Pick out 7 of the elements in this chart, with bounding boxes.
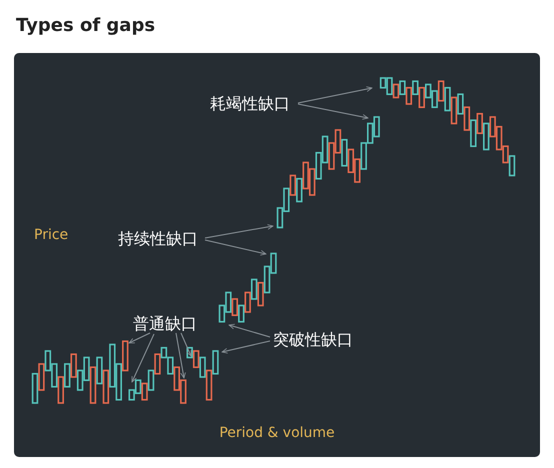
x-axis-title: Period & volume [219,425,335,441]
annotation: 持续性缺口 [118,229,198,248]
y-axis-title: Price [34,227,68,243]
annotation: 耗竭性缺口 [210,94,290,113]
annotation: 突破性缺口 [273,330,353,349]
annotation: 普通缺口 [133,314,197,333]
chart-title: Types of gaps [16,15,156,36]
